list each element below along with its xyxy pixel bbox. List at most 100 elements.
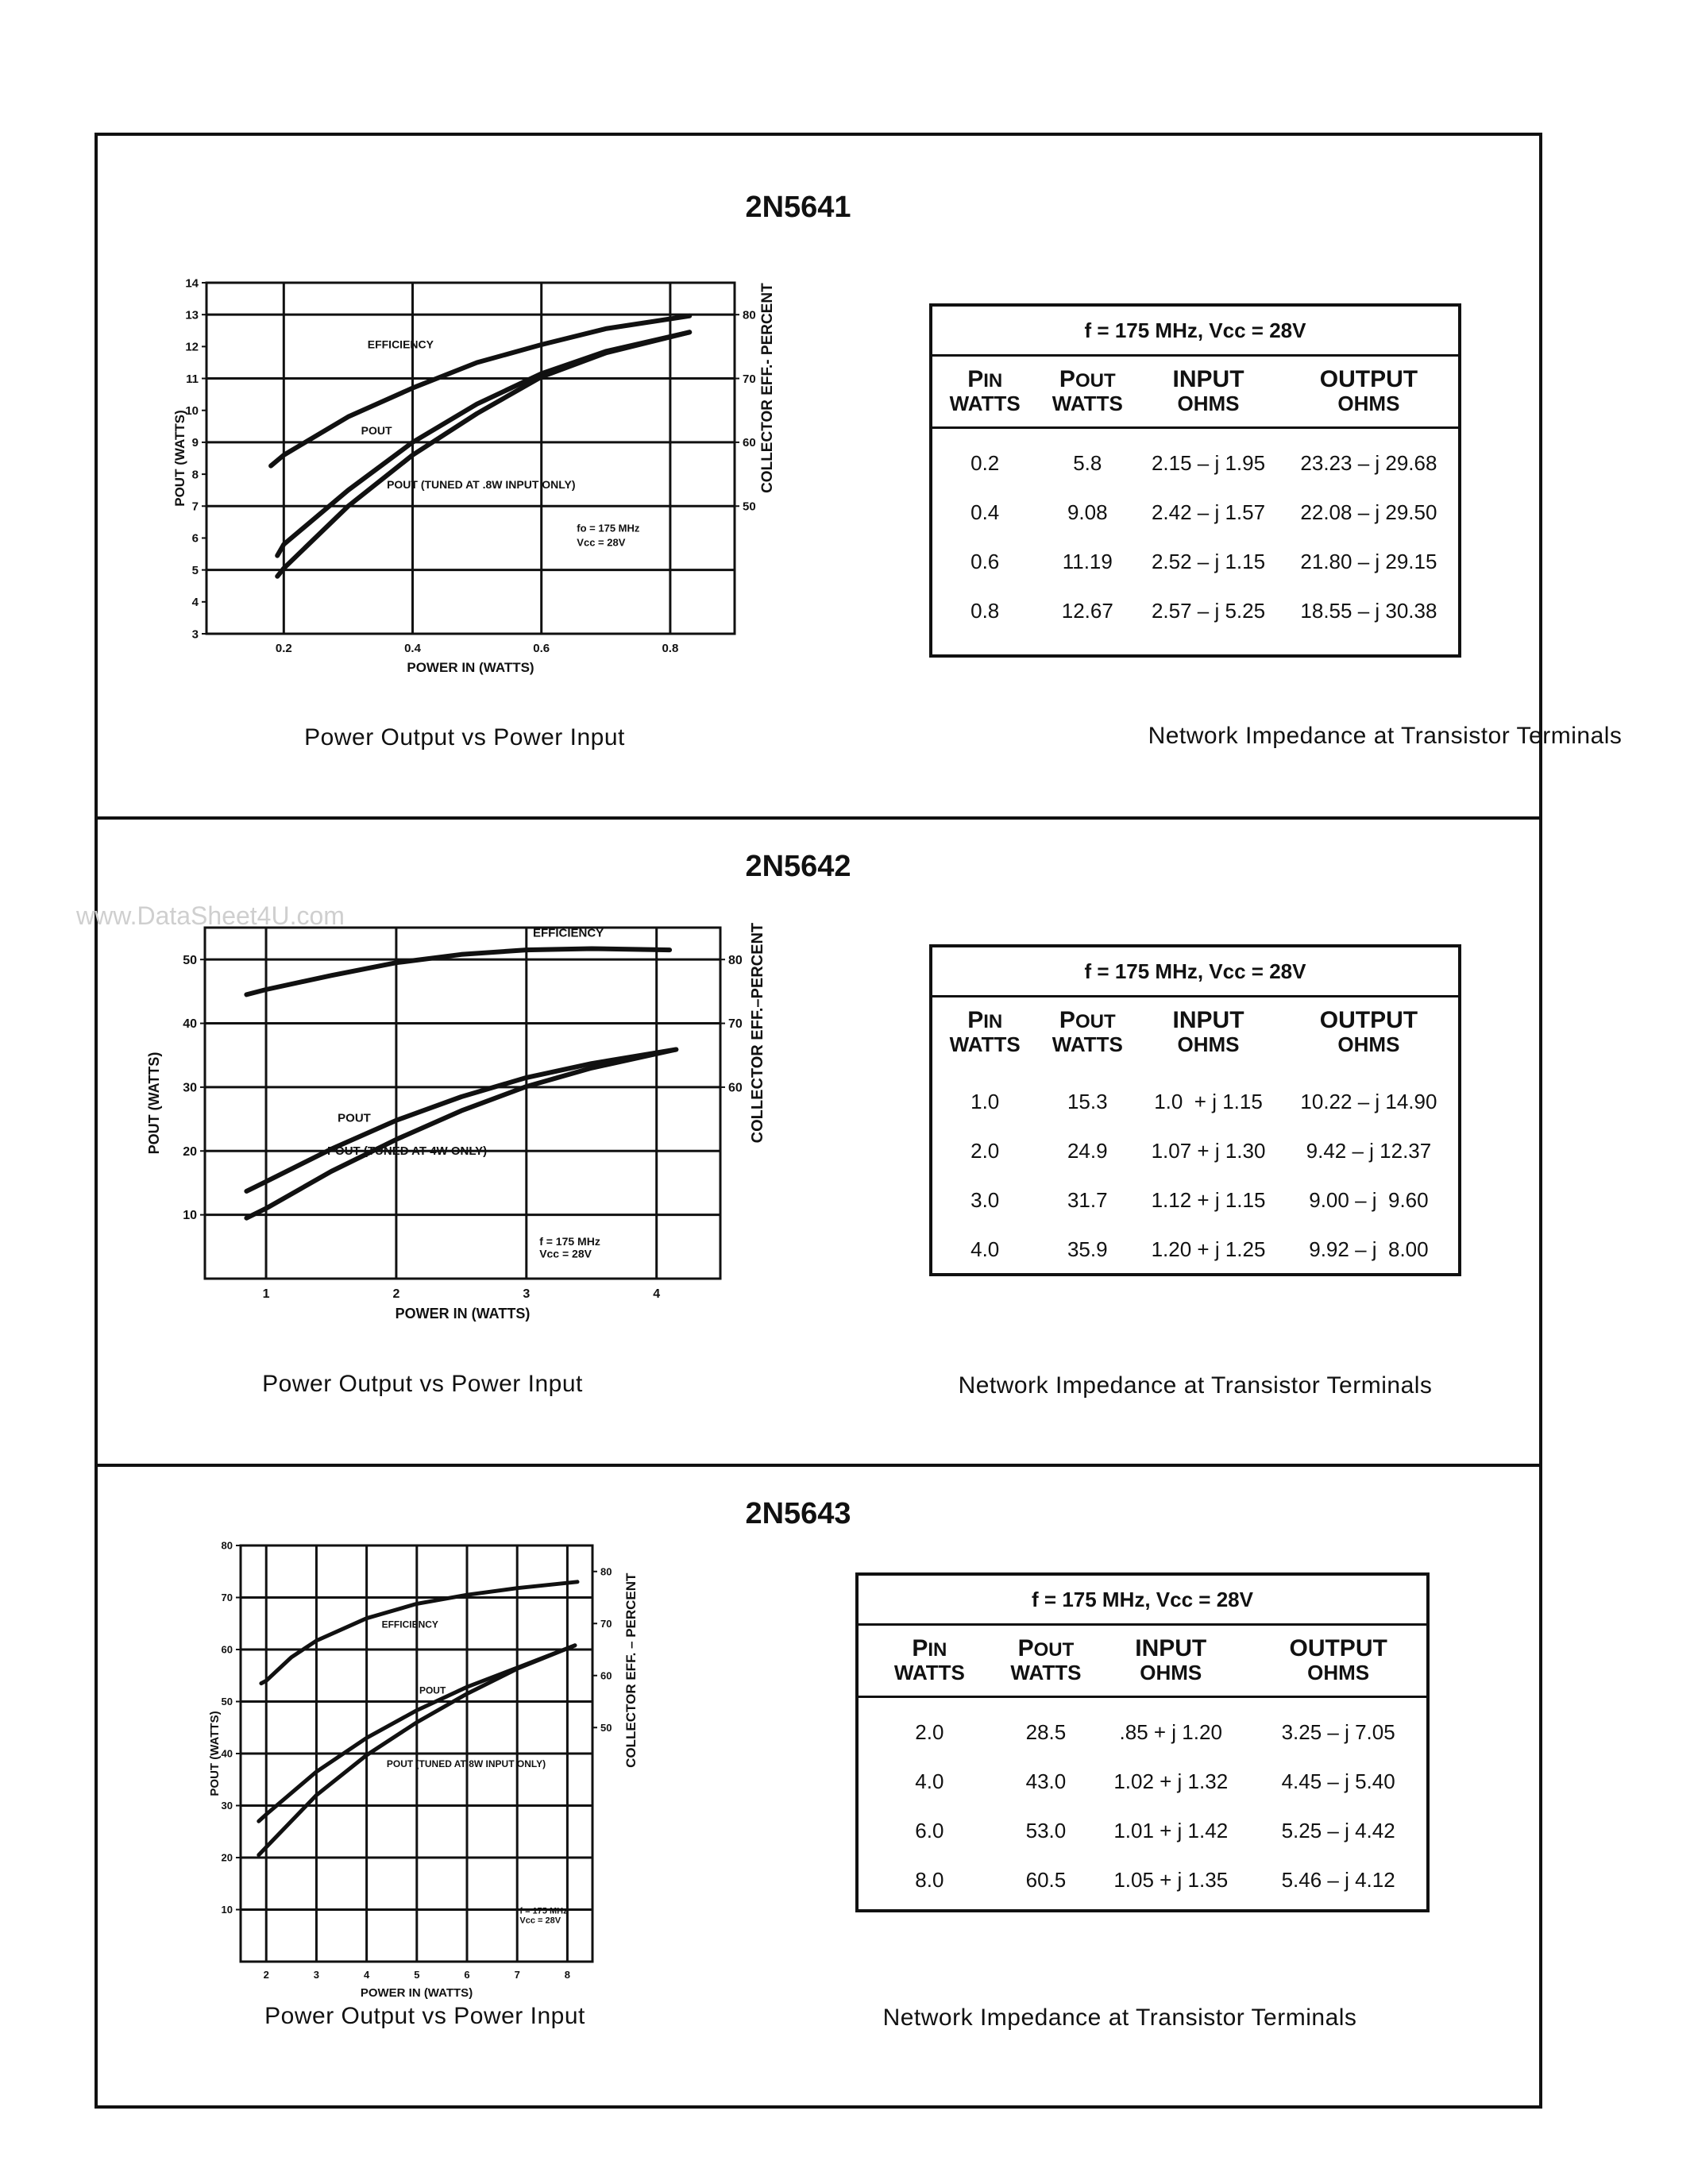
table-caption: Network Impedance at Transistor Terminal… (958, 1372, 1433, 1399)
table-cell: 0.8 (970, 598, 1000, 623)
column-name: OUTPUT (1319, 366, 1418, 392)
table-cell: 1.20 + j 1.25 (1151, 1237, 1266, 1261)
table-cell: 0.6 (970, 549, 1000, 573)
table-cell: 60.5 (1025, 1867, 1067, 1892)
y-tick-label: 14 (185, 276, 199, 290)
x-tick-label: 6 (464, 1969, 469, 1981)
table-cell: 4.0 (915, 1769, 944, 1793)
table-cell: 12.67 (1061, 598, 1113, 623)
series-line-1 (244, 946, 673, 997)
section-divider (95, 816, 1542, 820)
column-unit: OHMS (1177, 1032, 1240, 1056)
table-cell: 1.0 (970, 1089, 1000, 1113)
y2-tick-label: 70 (600, 1618, 612, 1630)
y-tick-label: 5 (192, 564, 199, 577)
y2-axis-label: COLLECTOR EFF. – PERCENT (623, 1572, 639, 1768)
y-tick-label: 8 (192, 468, 199, 481)
column-unit: WATTS (949, 392, 1021, 415)
table-row: 0.8 12.67 2.57 – j 5.25 18.55 – j 30.38 (932, 586, 1458, 635)
chart-annotation: f = 175 MHz (519, 1907, 568, 1916)
column-subscript: OUT (1075, 1011, 1116, 1032)
column-name: INPUT (1172, 366, 1244, 392)
column-header: POUT WATTS (1037, 1009, 1137, 1056)
x-tick-label: 4 (364, 1969, 370, 1981)
y-tick-label: 40 (183, 1017, 197, 1031)
chart-caption: Power Output vs Power Input (304, 724, 625, 751)
plot-frame (203, 926, 722, 1280)
y2-tick-label: 80 (728, 954, 743, 967)
table-cell: 2.52 – j 1.15 (1151, 549, 1266, 573)
y2-tick-label: 50 (743, 500, 756, 514)
y-axis-label: POUT (WATTS) (172, 410, 187, 507)
series-line-2 (244, 1047, 679, 1194)
table-cell: 0.4 (970, 500, 1000, 524)
x-tick-label: 4 (653, 1287, 660, 1301)
column-header: OUTPUT OHMS (1279, 1009, 1458, 1056)
y2-tick-label: 60 (600, 1669, 612, 1681)
y-axis-label: POUT (WATTS) (208, 1711, 222, 1796)
column-headers: PIN WATTS POUT WATTS INPUT OHMS OUTPUT OHMS (859, 1626, 1426, 1698)
impedance-table: f = 175 MHz, Vcc = 28V PIN WATTS POUT WATTS I… (855, 1572, 1430, 1912)
y-tick-label: 20 (222, 1852, 233, 1864)
column-unit: WATTS (893, 1661, 965, 1684)
table-row: 1.0 15.3 1.0 + j 1.15 10.22 – j 14.90 (932, 1077, 1458, 1126)
y-tick-label: 20 (183, 1145, 197, 1159)
y-tick-label: 11 (186, 372, 199, 386)
y2-tick-label: 60 (743, 436, 756, 450)
column-name: INPUT (1172, 1007, 1244, 1033)
x-tick-label: 2 (264, 1969, 269, 1981)
column-unit: OHMS (1337, 392, 1400, 415)
table-cell: 2.0 (915, 1719, 944, 1744)
chart-annotation: Vcc = 28V (539, 1247, 592, 1260)
table-cell: 6.0 (915, 1818, 944, 1843)
column-subscript: IN (928, 1639, 947, 1661)
y-tick-label: 13 (185, 308, 199, 322)
column-subscript: OUT (1033, 1639, 1075, 1661)
y-tick-label: 30 (222, 1800, 233, 1812)
table-cell: 1.07 + j 1.30 (1151, 1138, 1266, 1163)
x-tick-label: 0.4 (404, 642, 422, 655)
table-cell: 5.46 – j 4.12 (1281, 1867, 1395, 1892)
column-headers: PIN WATTS POUT WATTS INPUT OHMS OUTPUT OHMS (932, 997, 1458, 1067)
y-tick-label: 4 (192, 596, 199, 609)
watermark: www.DataSheet4U.com (76, 901, 345, 930)
table-row: 4.0 35.9 1.20 + j 1.25 9.92 – j 8.00 (932, 1225, 1458, 1274)
series-label: POUT (338, 1111, 371, 1125)
series-label: POUT (TUNED AT .8W INPUT ONLY) (387, 478, 575, 491)
y-tick-label: 80 (222, 1540, 233, 1552)
column-name: P (912, 1635, 928, 1661)
section-title: 2N5643 (745, 1497, 851, 1530)
column-header: PIN WATTS (932, 1009, 1037, 1056)
column-header: PIN WATTS (859, 1635, 1001, 1684)
section-title: 2N5641 (745, 191, 851, 224)
table-cell: 4.0 (970, 1237, 1000, 1261)
x-tick-label: 8 (565, 1969, 570, 1981)
table-row: 2.0 24.9 1.07 + j 1.30 9.42 – j 12.37 (932, 1126, 1458, 1175)
section-divider (95, 1464, 1542, 1467)
table-row: 0.2 5.8 2.15 – j 1.95 23.23 – j 29.68 (932, 438, 1458, 488)
table-row: 4.0 43.0 1.02 + j 1.32 4.45 – j 5.40 (859, 1757, 1426, 1806)
column-name: P (1017, 1635, 1034, 1661)
x-tick-label: 3 (523, 1287, 530, 1301)
column-unit: OHMS (1337, 1032, 1400, 1056)
x-tick-label: 5 (414, 1969, 419, 1981)
x-tick-label: 3 (314, 1969, 319, 1981)
plot-frame (205, 281, 736, 635)
y-tick-label: 50 (183, 954, 197, 967)
x-tick-label: 1 (263, 1287, 270, 1301)
table-cell: 23.23 – j 29.68 (1300, 450, 1437, 475)
table-cell: 11.19 (1062, 549, 1113, 573)
column-header: POUT WATTS (1001, 1635, 1091, 1684)
column-name: P (1059, 366, 1075, 392)
table-cell: .85 + j 1.20 (1119, 1719, 1222, 1744)
column-subscript: OUT (1075, 370, 1116, 392)
table-cell: 3.25 – j 7.05 (1281, 1719, 1395, 1744)
y-tick-label: 10 (183, 1209, 197, 1222)
x-tick-label: 0.8 (662, 642, 678, 655)
table-cell: 35.9 (1067, 1237, 1108, 1261)
column-unit: OHMS (1140, 1661, 1202, 1684)
column-headers: PIN WATTS POUT WATTS INPUT OHMS OUTPUT OHMS (932, 357, 1458, 429)
chart-annotation: Vcc = 28V (577, 537, 625, 549)
y-tick-label: 9 (192, 436, 199, 450)
table-cell: 53.0 (1025, 1818, 1067, 1843)
